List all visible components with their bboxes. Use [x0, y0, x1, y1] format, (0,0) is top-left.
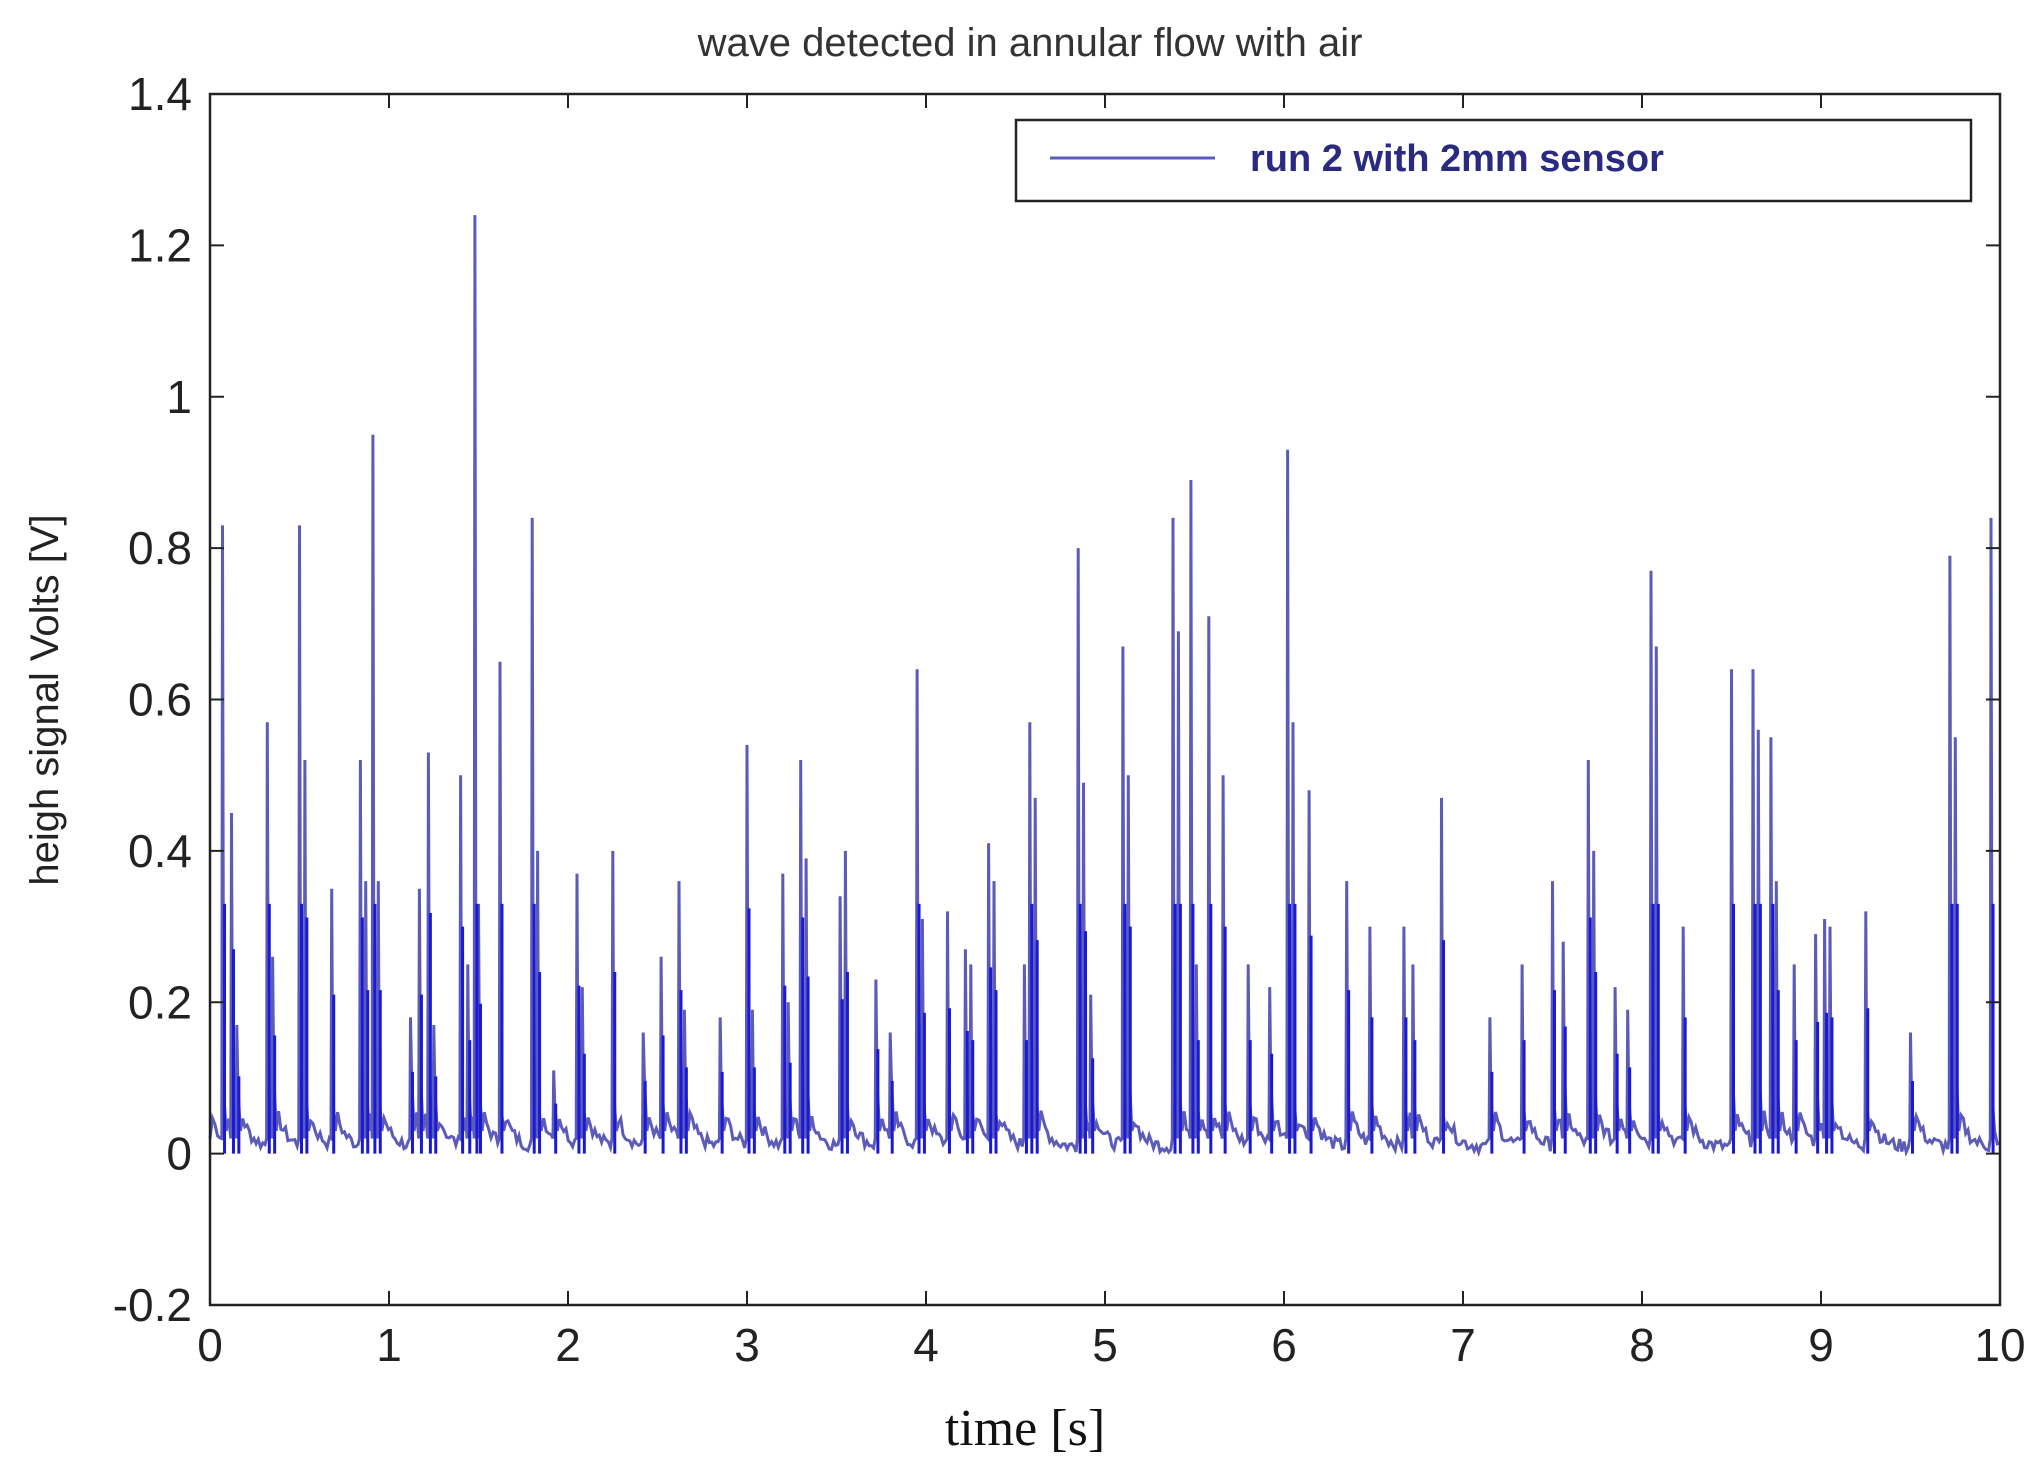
y-tick-label: 1.4	[128, 68, 192, 120]
y-tick-label: 0.2	[128, 976, 192, 1028]
x-axis-label: time [s]	[945, 1400, 1105, 1457]
legend: run 2 with 2mm sensor	[1014, 118, 1973, 203]
x-tick-label: 3	[734, 1319, 760, 1371]
legend-entry-label: run 2 with 2mm sensor	[1250, 138, 1664, 180]
y-tick-label: 1.2	[128, 219, 192, 271]
x-tick-label: 8	[1629, 1319, 1655, 1371]
chart-title: wave detected in annular flow with air	[697, 21, 1363, 65]
x-tick-label: 1	[376, 1319, 402, 1371]
x-tick-label: 10	[1974, 1319, 2025, 1371]
x-tick-label: 9	[1808, 1319, 1834, 1371]
x-tick-label: 4	[913, 1319, 939, 1371]
legend-box	[1014, 118, 1973, 203]
y-tick-label: 1	[166, 371, 192, 423]
y-tick-label: 0.6	[128, 674, 192, 726]
y-axis-label: heigh signal Volts [V]	[23, 514, 67, 885]
y-tick-label: -0.2	[113, 1279, 192, 1331]
y-tick-label: 0.4	[128, 825, 192, 877]
series-line	[208, 215, 2001, 1158]
x-tick-label: 2	[555, 1319, 581, 1371]
x-tick-label: 0	[197, 1319, 223, 1371]
ticks-layer: 0 1 2 3 4 5 6 7 8 9 10-0.200.20.40.60.811.21.4	[113, 68, 2026, 1371]
y-tick-label: 0.8	[128, 522, 192, 574]
series-layer	[208, 215, 2001, 1158]
x-tick-label: 6	[1271, 1319, 1297, 1371]
x-tick-label: 5	[1092, 1319, 1118, 1371]
x-tick-label: 7	[1450, 1319, 1476, 1371]
y-tick-label: 0	[166, 1128, 192, 1180]
